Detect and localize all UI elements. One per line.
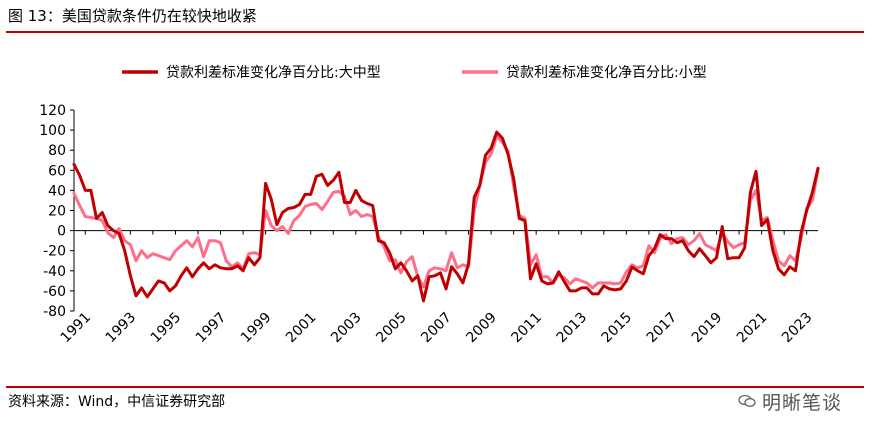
header-divider <box>6 31 864 33</box>
y-tick-label: 120 <box>39 103 66 119</box>
x-tick-label: 2011 <box>508 310 545 347</box>
legend-label-2: 贷款利差标准变化净百分比:小型 <box>506 65 707 81</box>
y-tick-label: -60 <box>43 284 66 300</box>
footer-divider <box>6 386 864 388</box>
y-tick-label: -20 <box>43 244 66 260</box>
y-tick-label: 0 <box>57 224 66 240</box>
x-tick-label: 2001 <box>283 310 320 347</box>
x-tick-label: 1995 <box>148 310 185 347</box>
x-tick-label: 2017 <box>644 310 681 347</box>
legend: 贷款利差标准变化净百分比:大中型 贷款利差标准变化净百分比:小型 <box>122 65 707 81</box>
x-tick-label: 2003 <box>328 310 365 347</box>
y-tick-label: 80 <box>48 143 66 159</box>
x-tick-label: 2019 <box>689 310 726 347</box>
y-tick-label: -80 <box>43 304 66 320</box>
y-tick-label: 40 <box>48 183 66 199</box>
x-tick-label: 2023 <box>779 310 816 347</box>
x-tick-label: 1997 <box>193 310 230 347</box>
legend-label-1: 贷款利差标准变化净百分比:大中型 <box>166 65 381 81</box>
chat-bubble-icon <box>738 394 756 407</box>
source-note: 资料来源：Wind，中信证券研究部 <box>8 394 226 410</box>
x-tick-label: 2021 <box>734 310 771 347</box>
y-tick-label: 60 <box>48 163 66 179</box>
x-tick-label: 2015 <box>599 310 636 347</box>
y-axis: 120 100 80 60 40 20 0 -20 -40 -60 -80 <box>39 103 75 320</box>
x-tick-label: 2009 <box>463 310 500 347</box>
x-tick-label: 2005 <box>373 310 410 347</box>
watermark: 明晰笔谈 <box>738 386 842 416</box>
y-tick-label: 20 <box>48 204 66 220</box>
series-line-1 <box>72 130 820 303</box>
x-tick-label: 2013 <box>554 310 591 347</box>
x-tick-label: 1993 <box>103 310 140 347</box>
x-tick-label: 1999 <box>238 310 275 347</box>
watermark-text: 明晰笔谈 <box>762 391 843 414</box>
y-tick-label: 100 <box>39 123 66 139</box>
y-tick-label: -40 <box>43 264 66 280</box>
x-tick-label: 2007 <box>418 310 455 347</box>
series-line-2 <box>72 134 820 290</box>
series-layer <box>72 130 820 303</box>
chart-title: 图 13：美国贷款条件仍在较快地收紧 <box>8 7 257 25</box>
